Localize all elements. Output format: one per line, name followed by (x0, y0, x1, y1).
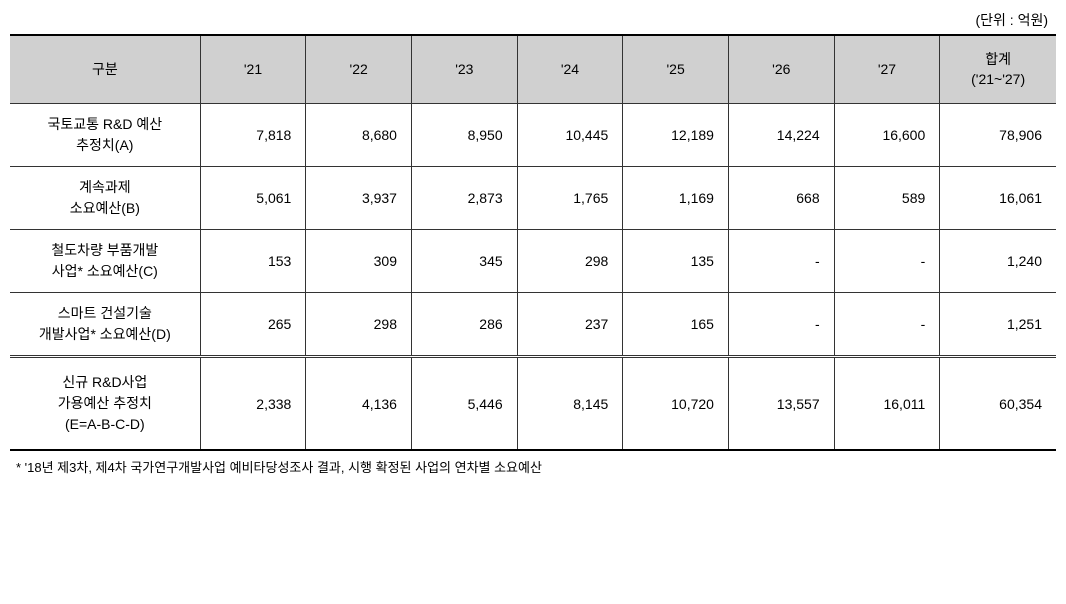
cell-value: 8,145 (517, 357, 623, 451)
cell-value: - (834, 293, 940, 357)
col-y22: '22 (306, 35, 412, 104)
cell-value: 8,950 (411, 104, 517, 167)
row-label: 국토교통 R&D 예산추정치(A) (10, 104, 200, 167)
cell-value: 16,011 (834, 357, 940, 451)
cell-total: 1,251 (940, 293, 1056, 357)
cell-total: 16,061 (940, 167, 1056, 230)
cell-value: 2,873 (411, 167, 517, 230)
cell-value: 10,445 (517, 104, 623, 167)
row-label: 철도차량 부품개발사업* 소요예산(C) (10, 230, 200, 293)
cell-value: 298 (306, 293, 412, 357)
table-row: 스마트 건설기술개발사업* 소요예산(D) 265 298 286 237 16… (10, 293, 1056, 357)
cell-value: 10,720 (623, 357, 729, 451)
cell-value: 5,446 (411, 357, 517, 451)
col-y23: '23 (411, 35, 517, 104)
cell-value: 7,818 (200, 104, 306, 167)
cell-value: 286 (411, 293, 517, 357)
col-y24: '24 (517, 35, 623, 104)
cell-value: 14,224 (728, 104, 834, 167)
cell-value: 13,557 (728, 357, 834, 451)
row-label: 스마트 건설기술개발사업* 소요예산(D) (10, 293, 200, 357)
cell-value: - (834, 230, 940, 293)
cell-value: 12,189 (623, 104, 729, 167)
cell-value: 298 (517, 230, 623, 293)
cell-value: 265 (200, 293, 306, 357)
cell-value: 4,136 (306, 357, 412, 451)
cell-value: 5,061 (200, 167, 306, 230)
unit-label: (단위 : 억원) (10, 10, 1056, 30)
cell-value: 668 (728, 167, 834, 230)
cell-value: 2,338 (200, 357, 306, 451)
cell-value: 345 (411, 230, 517, 293)
table-row: 계속과제소요예산(B) 5,061 3,937 2,873 1,765 1,16… (10, 167, 1056, 230)
cell-total: 60,354 (940, 357, 1056, 451)
cell-value: 309 (306, 230, 412, 293)
table-row: 철도차량 부품개발사업* 소요예산(C) 153 309 345 298 135… (10, 230, 1056, 293)
cell-value: 153 (200, 230, 306, 293)
cell-total: 1,240 (940, 230, 1056, 293)
col-y26: '26 (728, 35, 834, 104)
cell-value: 1,765 (517, 167, 623, 230)
cell-value: 1,169 (623, 167, 729, 230)
budget-table: 구분 '21 '22 '23 '24 '25 '26 '27 합계('21~'2… (10, 34, 1056, 451)
footnote: * '18년 제3차, 제4차 국가연구개발사업 예비타당성조사 결과, 시행 … (10, 457, 1056, 476)
cell-value: - (728, 230, 834, 293)
row-label: 계속과제소요예산(B) (10, 167, 200, 230)
cell-value: 135 (623, 230, 729, 293)
col-total: 합계('21~'27) (940, 35, 1056, 104)
table-row: 국토교통 R&D 예산추정치(A) 7,818 8,680 8,950 10,4… (10, 104, 1056, 167)
table-header-row: 구분 '21 '22 '23 '24 '25 '26 '27 합계('21~'2… (10, 35, 1056, 104)
cell-value: 237 (517, 293, 623, 357)
cell-value: 165 (623, 293, 729, 357)
col-y25: '25 (623, 35, 729, 104)
cell-total: 78,906 (940, 104, 1056, 167)
col-y21: '21 (200, 35, 306, 104)
cell-value: 16,600 (834, 104, 940, 167)
cell-value: - (728, 293, 834, 357)
cell-value: 8,680 (306, 104, 412, 167)
cell-value: 589 (834, 167, 940, 230)
row-label: 신규 R&D사업가용예산 추정치(E=A-B-C-D) (10, 357, 200, 451)
table-row: 신규 R&D사업가용예산 추정치(E=A-B-C-D) 2,338 4,136 … (10, 357, 1056, 451)
cell-value: 3,937 (306, 167, 412, 230)
col-category: 구분 (10, 35, 200, 104)
col-y27: '27 (834, 35, 940, 104)
